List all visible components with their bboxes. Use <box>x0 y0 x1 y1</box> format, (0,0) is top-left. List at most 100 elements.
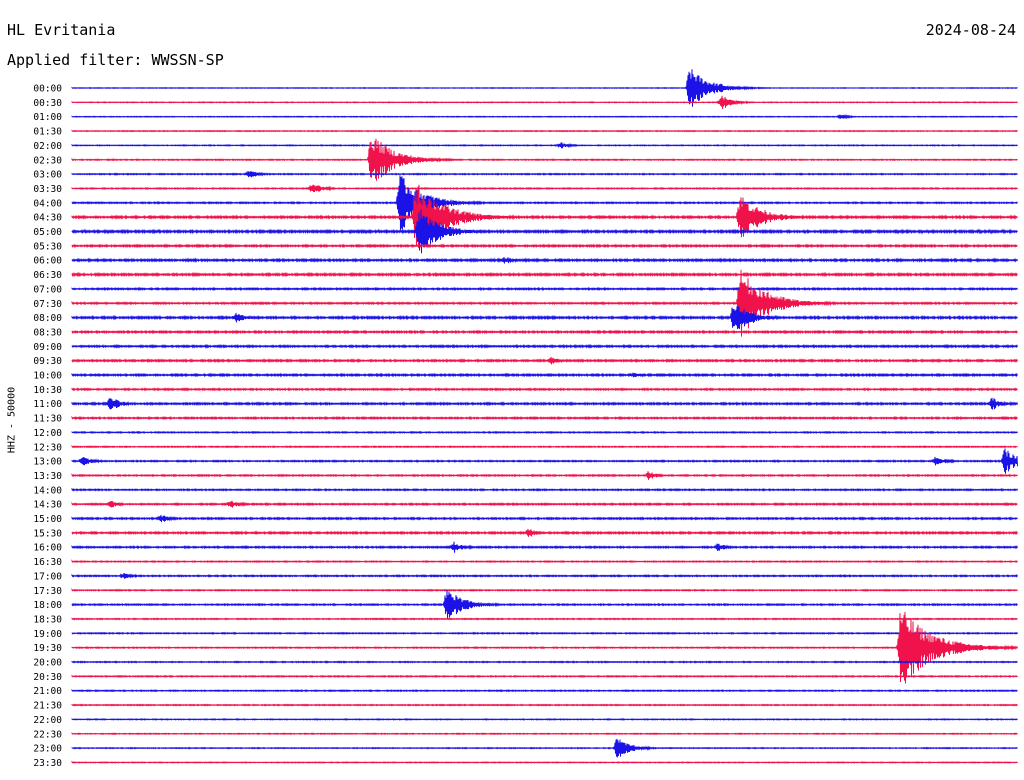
trace-line <box>71 660 1018 664</box>
time-label: 07:00 <box>33 284 62 295</box>
time-label: 05:30 <box>33 241 62 252</box>
time-label: 11:30 <box>33 414 62 425</box>
trace-line <box>71 175 1018 231</box>
trace-line <box>71 271 1018 278</box>
trace-line <box>71 589 1018 620</box>
trace-line <box>71 703 1018 707</box>
trace-line <box>71 138 1018 181</box>
trace-line <box>71 306 1018 329</box>
trace-line <box>71 387 1018 392</box>
traces-group <box>71 69 1018 764</box>
trace-line <box>71 444 1018 449</box>
time-label: 09:30 <box>33 356 62 367</box>
time-label: 13:30 <box>33 471 62 482</box>
time-label: 03:00 <box>33 170 62 181</box>
time-label: 01:30 <box>33 127 62 138</box>
time-label: 08:00 <box>33 313 62 324</box>
trace-line <box>71 184 1018 193</box>
trace-line <box>71 129 1018 133</box>
trace-line <box>71 448 1018 474</box>
time-label: 17:00 <box>33 571 62 582</box>
date-label: 2024-08-24 <box>925 21 1016 39</box>
trace-line <box>71 69 1018 107</box>
trace-line <box>71 617 1018 621</box>
trace-line <box>71 528 1018 537</box>
time-label: 03:30 <box>33 184 62 195</box>
trace-line <box>71 142 1018 149</box>
time-label: 17:30 <box>33 586 62 597</box>
time-label: 18:30 <box>33 614 62 625</box>
trace-line <box>71 184 1018 250</box>
time-label: 07:30 <box>33 299 62 310</box>
trace-line <box>71 329 1018 335</box>
time-label: 10:30 <box>33 385 62 396</box>
trace-line <box>71 430 1018 435</box>
time-label: 21:00 <box>33 686 62 697</box>
time-label: 14:00 <box>33 485 62 496</box>
trace-line <box>71 356 1018 365</box>
time-label: 22:00 <box>33 715 62 726</box>
time-label: 23:00 <box>33 744 62 755</box>
time-label: 04:00 <box>33 198 62 209</box>
time-label: 15:30 <box>33 528 62 539</box>
time-label: 09:00 <box>33 342 62 353</box>
trace-line <box>71 631 1018 635</box>
time-label: 08:30 <box>33 327 62 338</box>
station-title: HL Evritania <box>7 21 116 39</box>
trace-line <box>71 611 1018 684</box>
trace-line <box>71 471 1018 480</box>
trace-line <box>71 95 1018 109</box>
time-label: 15:00 <box>33 514 62 525</box>
trace-line <box>71 243 1018 249</box>
time-label: 18:00 <box>33 600 62 611</box>
trace-line <box>71 559 1018 564</box>
trace-line <box>71 514 1018 523</box>
time-label: 16:30 <box>33 557 62 568</box>
time-label: 05:00 <box>33 227 62 238</box>
trace-line <box>71 113 1018 120</box>
trace-line <box>71 674 1018 678</box>
time-label: 06:30 <box>33 270 62 281</box>
trace-line <box>71 732 1018 735</box>
trace-line <box>71 415 1018 421</box>
trace-line <box>71 760 1018 764</box>
time-label: 21:30 <box>33 701 62 712</box>
trace-line <box>71 718 1018 721</box>
trace-line <box>71 256 1018 264</box>
time-label: 20:00 <box>33 658 62 669</box>
trace-line <box>71 209 1018 254</box>
time-label: 02:30 <box>33 155 62 166</box>
trace-line <box>71 269 1018 337</box>
time-label: 12:30 <box>33 442 62 453</box>
time-label: 10:00 <box>33 371 62 382</box>
trace-line <box>71 343 1018 349</box>
time-label: 00:30 <box>33 98 62 109</box>
trace-line <box>71 573 1018 579</box>
time-labels-group: 00:00 00:30 01:00 01:30 02:00 02:30 03:00 03:30… <box>33 84 62 769</box>
time-label: 00:00 <box>33 84 62 95</box>
time-label: 04:30 <box>33 213 62 224</box>
trace-line <box>71 286 1018 292</box>
time-label: 16:00 <box>33 543 62 554</box>
trace-line <box>71 397 1018 410</box>
time-label: 20:30 <box>33 672 62 683</box>
filter-label: Applied filter: WWSSN-SP <box>7 51 224 69</box>
time-label: 12:00 <box>33 428 62 439</box>
time-label: 19:30 <box>33 643 62 654</box>
trace-line <box>71 738 1018 758</box>
time-label: 14:30 <box>33 500 62 511</box>
time-label: 19:00 <box>33 629 62 640</box>
time-label: 23:30 <box>33 758 62 769</box>
trace-line <box>71 372 1018 378</box>
time-label: 02:00 <box>33 141 62 152</box>
trace-line <box>71 500 1018 508</box>
time-label: 22:30 <box>33 729 62 740</box>
trace-line <box>71 587 1018 592</box>
trace-line <box>71 487 1018 492</box>
time-label: 06:00 <box>33 256 62 267</box>
trace-line <box>71 170 1018 178</box>
time-label: 13:00 <box>33 457 62 468</box>
time-label: 11:00 <box>33 399 62 410</box>
trace-line <box>71 689 1018 693</box>
